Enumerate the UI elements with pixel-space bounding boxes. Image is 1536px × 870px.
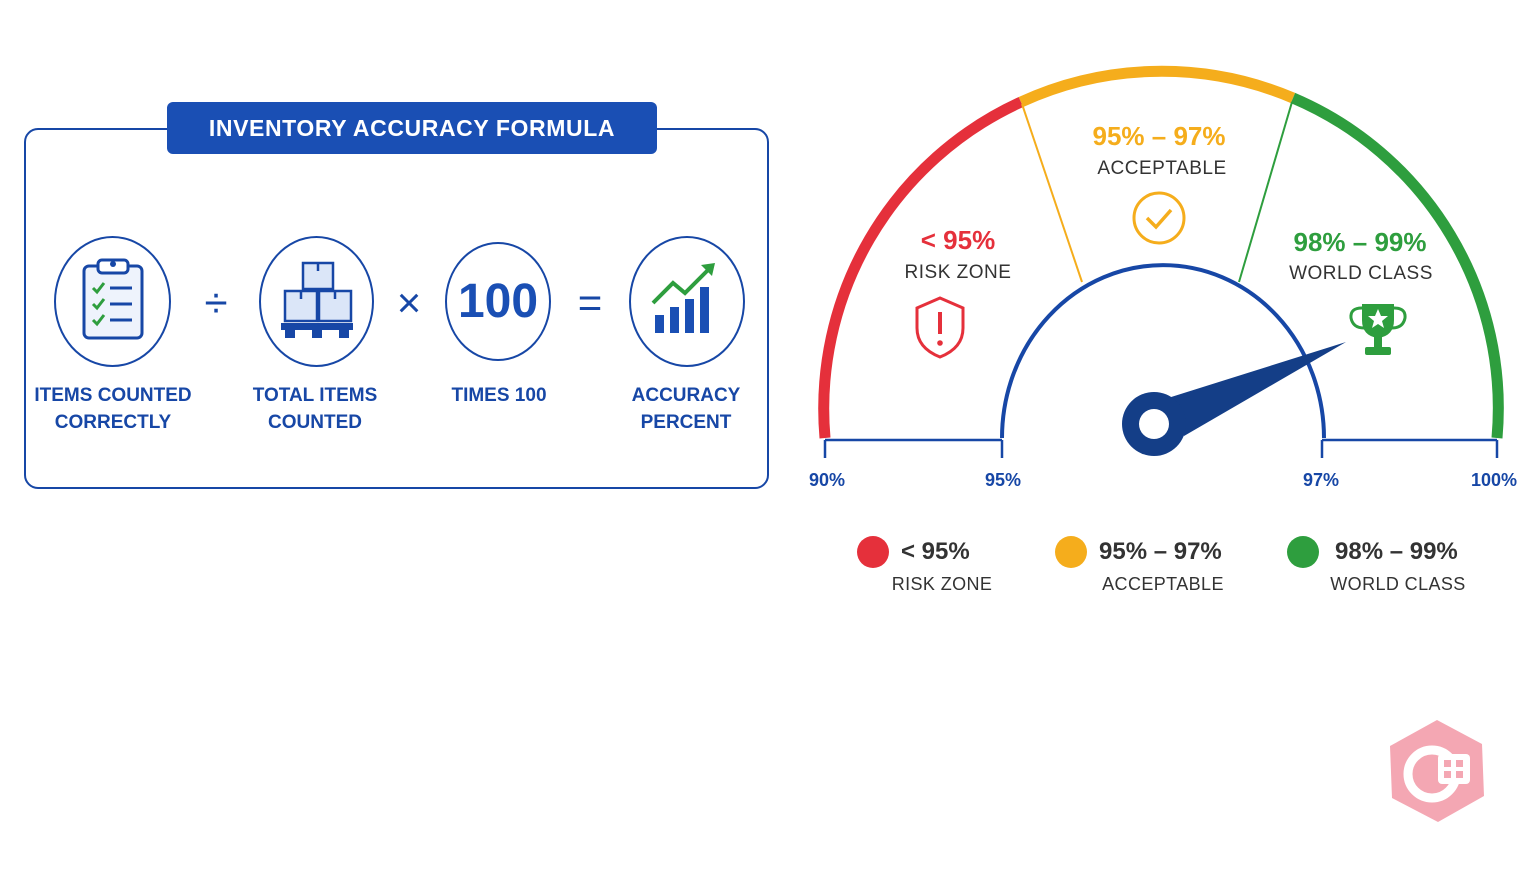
tick-label-100: 100% — [1470, 470, 1518, 490]
step-circle-items-counted — [54, 236, 171, 367]
formula-title: INVENTORY ACCURACY FORMULA — [167, 102, 657, 154]
brand-logo-icon — [1386, 718, 1488, 829]
gauge-arc-acceptable — [1018, 65, 1296, 107]
legend-dot-world-class — [1287, 536, 1319, 568]
tick-label-90: 90% — [808, 470, 846, 490]
zone-name-world-class: WORLD CLASS — [1289, 263, 1433, 284]
zone-range-risk: < 95% — [920, 225, 996, 255]
legend-name-risk: RISK ZONE — [891, 574, 993, 594]
tick-label-97: 97% — [1302, 470, 1340, 490]
step-circle-total-items — [259, 236, 374, 367]
zone-name-risk: RISK ZONE — [904, 262, 1012, 283]
zone-range-world-class: 98% – 99% — [1293, 227, 1427, 257]
gauge-arc-risk — [818, 96, 1024, 439]
legend-dot-acceptable — [1055, 536, 1087, 568]
legend-range-world-class: 98% – 99% — [1335, 538, 1458, 565]
step-label-accuracy-percent: ACCURACY PERCENT — [631, 385, 741, 433]
divide-operator: ÷ — [204, 279, 228, 326]
step-label-total-items-counted: TOTAL ITEMS COUNTED — [252, 385, 378, 433]
equals-operator: = — [577, 279, 603, 326]
shield-alert-icon — [915, 296, 965, 359]
step-label-items-counted-correctly: ITEMS COUNTED CORRECTLY — [34, 385, 192, 433]
legend-range-acceptable: 95% – 97% — [1099, 538, 1222, 565]
gauge-needle — [1168, 342, 1346, 436]
legend-range-risk: < 95% — [901, 538, 970, 565]
gauge-needle-hub-center — [1139, 409, 1169, 439]
zone-divider-right — [1238, 101, 1293, 283]
boxes-on-pallet-icon — [277, 257, 357, 346]
gauge-arc-world-class — [1290, 92, 1504, 439]
clipboard-checklist-icon — [78, 256, 148, 347]
rising-bar-chart-icon — [649, 259, 725, 344]
trophy-star-icon — [1349, 304, 1407, 355]
step-circle-accuracy-percent — [629, 236, 745, 367]
zone-name-acceptable: ACCEPTABLE — [1097, 158, 1227, 179]
step-circle-times-100: 100 — [445, 242, 551, 361]
hundred-value: 100 — [457, 275, 539, 328]
zone-divider-left — [1021, 103, 1083, 283]
zone-range-acceptable: 95% – 97% — [1092, 121, 1226, 151]
multiply-operator: × — [396, 279, 422, 326]
step-label-times-100: TIMES 100 — [451, 385, 547, 406]
tick-label-95: 95% — [984, 470, 1022, 490]
legend-dot-risk — [857, 536, 889, 568]
legend-name-acceptable: ACCEPTABLE — [1102, 574, 1224, 594]
check-circle-icon — [1132, 191, 1186, 245]
legend-name-world-class: WORLD CLASS — [1330, 574, 1466, 594]
